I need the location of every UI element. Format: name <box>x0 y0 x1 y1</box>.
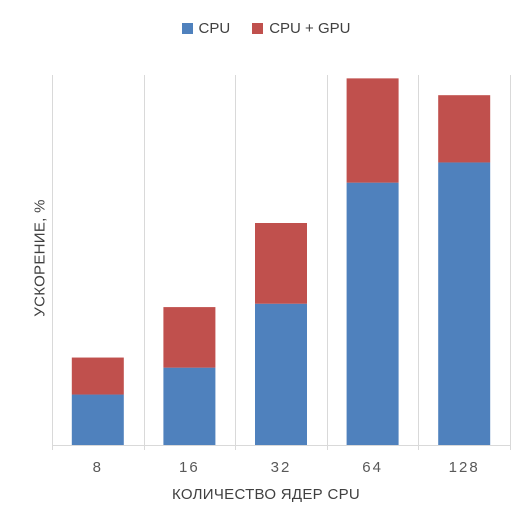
legend-item-cpu: CPU <box>181 20 231 37</box>
legend: CPU CPU + GPU <box>0 20 532 37</box>
legend-swatch-cpu-gpu <box>252 23 264 34</box>
legend-swatch-cpu <box>181 23 193 34</box>
bar-cpu <box>163 367 216 445</box>
y-axis-label: УСКОРЕНИЕ, % <box>31 199 49 317</box>
x-tick-label: 8 <box>93 459 103 476</box>
x-tick-label: 32 <box>271 459 292 476</box>
bar-cpu <box>71 394 124 445</box>
bar-cpu <box>438 162 491 446</box>
x-axis-label: КОЛИЧЕСТВО ЯДЕР CPU <box>171 486 361 503</box>
bar-cpu <box>255 303 307 445</box>
legend-label-cpu: CPU <box>198 20 231 37</box>
bar-cpu-gpu <box>255 223 307 304</box>
bar-cpu <box>346 182 399 446</box>
x-tick-label: 16 <box>179 459 200 476</box>
bar-cpu-gpu <box>163 307 216 368</box>
legend-label-cpu-gpu: CPU + GPU <box>269 20 351 37</box>
bar-cpu-gpu <box>71 357 124 395</box>
x-tick-label: 64 <box>362 459 383 476</box>
bar-cpu-gpu <box>346 78 399 183</box>
x-tick-label: 128 <box>449 459 480 476</box>
bar-cpu-gpu <box>438 95 491 163</box>
legend-item-cpu-gpu: CPU + GPU <box>252 20 350 37</box>
